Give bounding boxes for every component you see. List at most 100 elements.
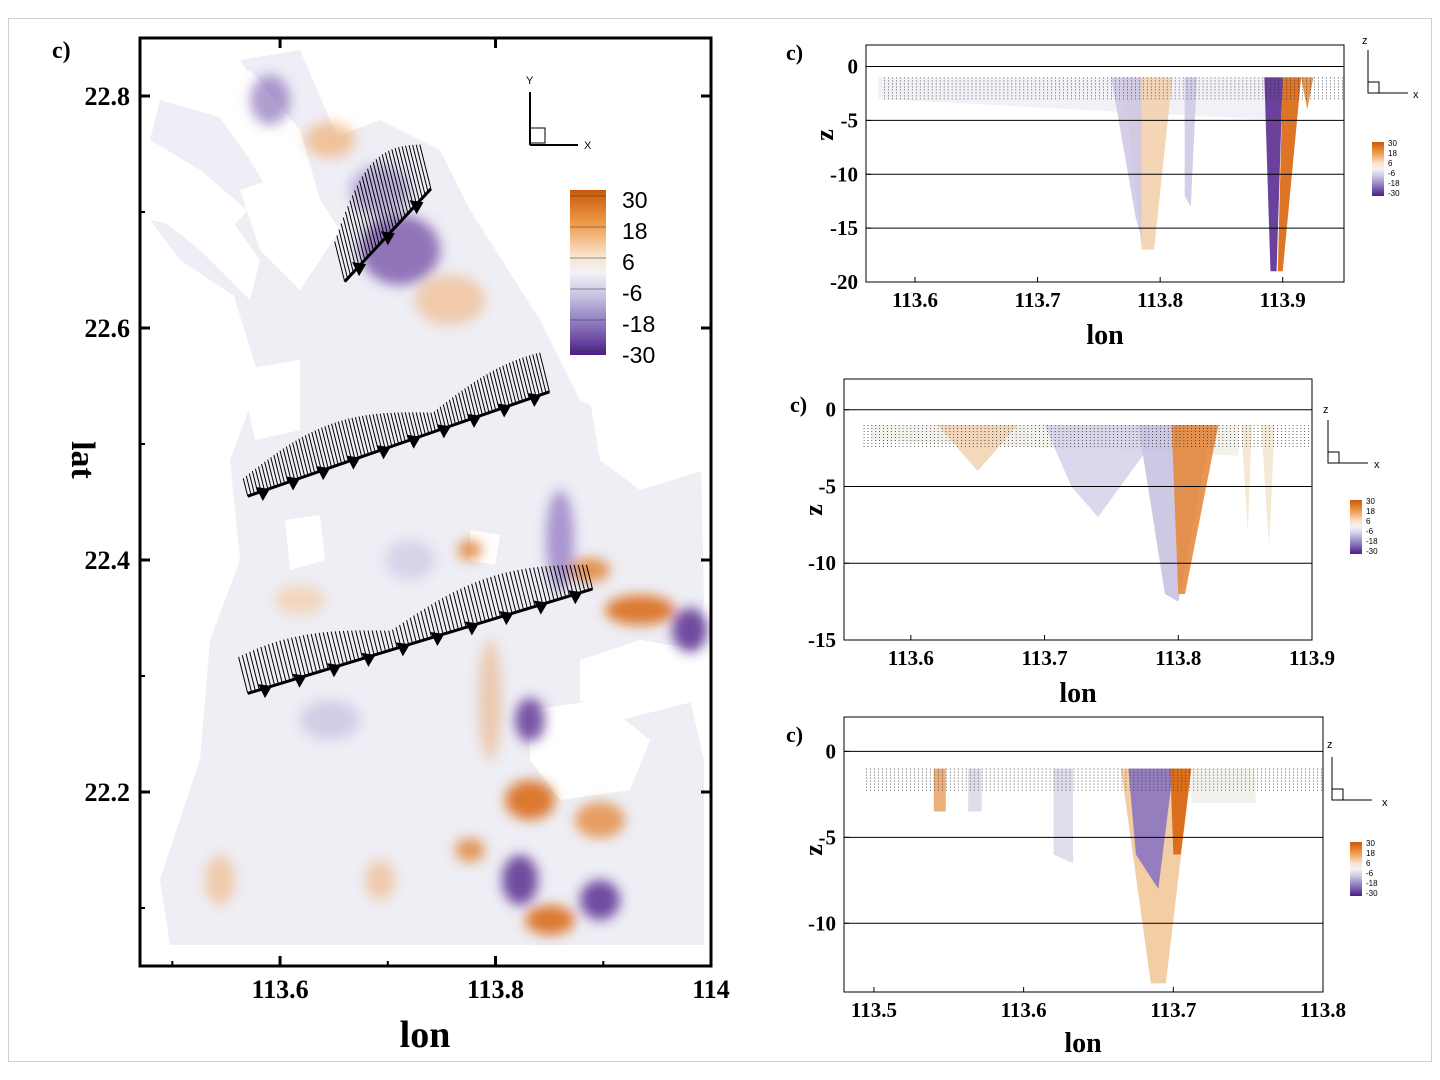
velocity-arrow [460, 588, 471, 627]
velocity-arrow [518, 358, 530, 399]
velocity-arrow [369, 165, 389, 236]
velocity-arrow [402, 622, 410, 645]
velocity-arrow [464, 388, 473, 419]
velocity-arrow [434, 602, 444, 635]
section-x-tick-label: 113.6 [1001, 998, 1047, 1022]
velocity-arrow [361, 176, 380, 245]
velocity-arrow [346, 630, 356, 662]
velocity-arrow [384, 630, 390, 651]
section-legend-label: -18 [1366, 537, 1378, 546]
section-legend-label: 6 [1366, 859, 1371, 868]
velocity-arrow [535, 353, 547, 394]
velocity-arrow [381, 154, 400, 223]
velocity-arrow [334, 631, 344, 665]
section-y-tick-label: -5 [819, 474, 837, 498]
section-legend-label: 6 [1388, 159, 1393, 168]
velocity-arrow [408, 412, 416, 439]
velocity-arrow [344, 419, 356, 460]
section-x-tick-label: 113.8 [1137, 288, 1183, 312]
velocity-arrow [327, 424, 339, 466]
velocity-arrow [415, 144, 429, 193]
velocity-arrow [276, 452, 286, 484]
velocity-arrow [404, 412, 413, 440]
velocity-arrow [270, 457, 279, 486]
velocity-arrow [330, 631, 341, 666]
velocity-arrow [336, 235, 349, 279]
velocity-arrow [261, 463, 269, 490]
section-x-tick-label: 113.9 [1289, 646, 1335, 670]
section-x-tick-label: 113.7 [1015, 288, 1061, 312]
velocity-arrow [311, 431, 322, 471]
velocity-arrow [391, 149, 409, 214]
velocity-arrow [388, 630, 394, 650]
velocity-arrow [408, 145, 423, 199]
section-x-tick-label: 113.7 [1022, 646, 1068, 670]
section-3-gridlines [844, 750, 1323, 924]
arrow-head [406, 434, 421, 449]
velocity-arrow [342, 630, 352, 663]
velocity-arrow [545, 566, 555, 601]
velocity-arrow [433, 411, 440, 431]
section-legend-label: -30 [1366, 889, 1378, 898]
velocity-arrow [473, 381, 483, 416]
velocity-arrow [367, 168, 386, 239]
velocity-arrow [486, 374, 497, 411]
section-legend-label: 18 [1366, 849, 1375, 858]
velocity-arrow [502, 365, 514, 405]
velocity-arrow [275, 641, 287, 682]
velocity-arrow [317, 428, 329, 469]
map-legend-label: -30 [622, 342, 655, 368]
velocity-arrow [354, 416, 366, 456]
velocity-arrow [344, 211, 360, 267]
velocity-arrow [314, 430, 326, 470]
velocity-arrow [482, 579, 494, 620]
section-y-tick-label: 0 [826, 398, 837, 422]
velocity-arrow [260, 646, 272, 687]
section-2-axes-frame [843, 378, 1313, 641]
arrow-head [436, 424, 451, 439]
velocity-arrow [525, 568, 536, 607]
section-legend-label: 30 [1388, 139, 1397, 148]
velocity-arrow [470, 384, 480, 417]
section-field-patch [1241, 425, 1252, 533]
velocity-arrow [393, 412, 403, 443]
section-legend-label: 18 [1388, 149, 1397, 158]
velocity-arrow [401, 146, 418, 205]
arrow-head [499, 611, 514, 626]
velocity-arrow [495, 368, 507, 408]
velocity-arrow [512, 361, 524, 402]
velocity-arrow [489, 372, 500, 410]
velocity-arrow [347, 205, 363, 264]
velocity-arrow [356, 185, 374, 251]
velocity-arrow [285, 446, 296, 481]
section-legend-label: 30 [1366, 839, 1375, 848]
velocity-arrow [525, 356, 537, 397]
section-field-patch [937, 425, 1018, 472]
velocity-arrow [252, 649, 264, 689]
velocity-arrow [471, 583, 482, 623]
velocity-arrow [340, 223, 354, 273]
velocity-arrow [397, 412, 406, 442]
velocity-arrow [245, 475, 252, 496]
velocity-arrow [365, 415, 376, 453]
velocity-arrow [304, 435, 316, 474]
velocity-arrow [258, 466, 265, 491]
section-y-tick-label: 0 [848, 55, 859, 79]
figure-frame [8, 18, 1432, 1062]
map-y-tick-label: 22.8 [85, 82, 131, 111]
velocity-arrow [398, 146, 415, 208]
map-axes-frame [138, 36, 713, 968]
section-x-tick-label: 113.9 [1260, 288, 1306, 312]
velocity-arrow [569, 564, 578, 594]
velocity-arrow [351, 417, 363, 457]
velocity-arrow [420, 610, 429, 640]
map-x-tick-label: 113.8 [467, 975, 524, 1004]
velocity-arrow [306, 634, 318, 673]
velocity-arrow [331, 423, 343, 464]
velocity-arrow [474, 582, 486, 622]
section-1-triad-h: x [1413, 89, 1419, 101]
velocity-arrow [508, 362, 520, 403]
section-3-legend-bar [1350, 842, 1362, 896]
